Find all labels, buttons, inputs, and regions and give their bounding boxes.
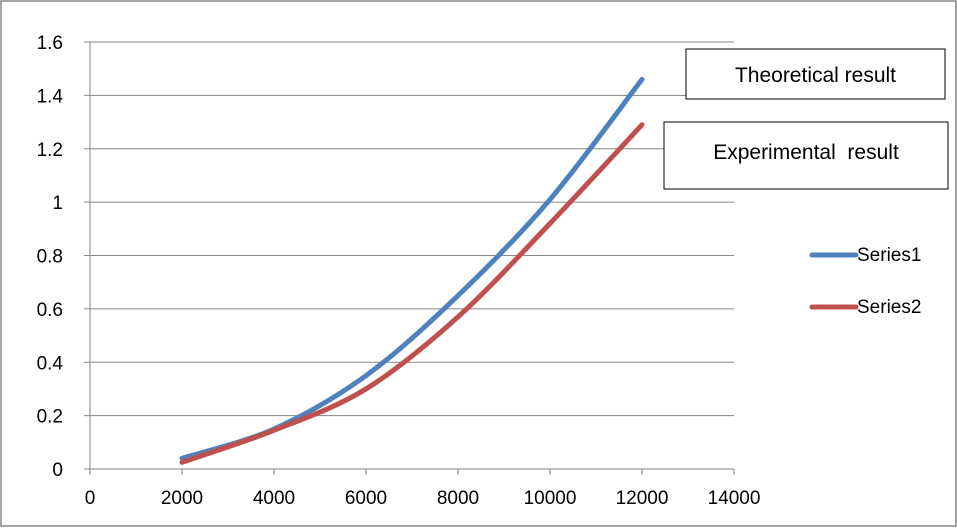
- y-tick-label: 1: [52, 193, 63, 214]
- annotation-text: Experimental result: [713, 141, 899, 164]
- legend-label-1: Series1: [857, 245, 921, 266]
- y-tick-label: 0.6: [37, 300, 63, 321]
- series-lines: [179, 76, 645, 465]
- annotations: Theoretical result Experimental result: [663, 48, 949, 190]
- y-tick-label: 1.2: [37, 140, 63, 161]
- y-tick-label: 0.8: [37, 247, 63, 268]
- y-tick-label: 1.6: [37, 33, 63, 54]
- annotation-text: Theoretical result: [735, 64, 896, 87]
- legend-label-2: Series2: [857, 297, 921, 318]
- axes: 0 0.2 0.4 0.6 0.8 1 1.2 1.4 1.6 0 2000 4000 6000 8000…: [37, 33, 761, 509]
- y-tick-label: 0.2: [37, 407, 63, 428]
- x-tick-label: 0: [85, 488, 96, 509]
- x-tick-label: 2000: [161, 488, 203, 509]
- y-tick-label: 0.4: [37, 353, 64, 374]
- x-tick-label: 10000: [524, 488, 577, 509]
- legend: Series1 Series2: [809, 245, 921, 318]
- x-tick-label: 4000: [253, 488, 295, 509]
- series-line-2: [179, 122, 645, 465]
- x-tick-label: 12000: [616, 488, 669, 509]
- annotation-box: [685, 48, 946, 100]
- annotation-box: [663, 121, 949, 190]
- y-tick-label: 0: [52, 460, 63, 481]
- x-tick-label: 14000: [708, 488, 761, 509]
- gridlines: [90, 41, 734, 417]
- x-tick-label: 6000: [345, 488, 387, 509]
- x-tick-label: 8000: [437, 488, 479, 509]
- y-tick-label: 1.4: [37, 86, 64, 107]
